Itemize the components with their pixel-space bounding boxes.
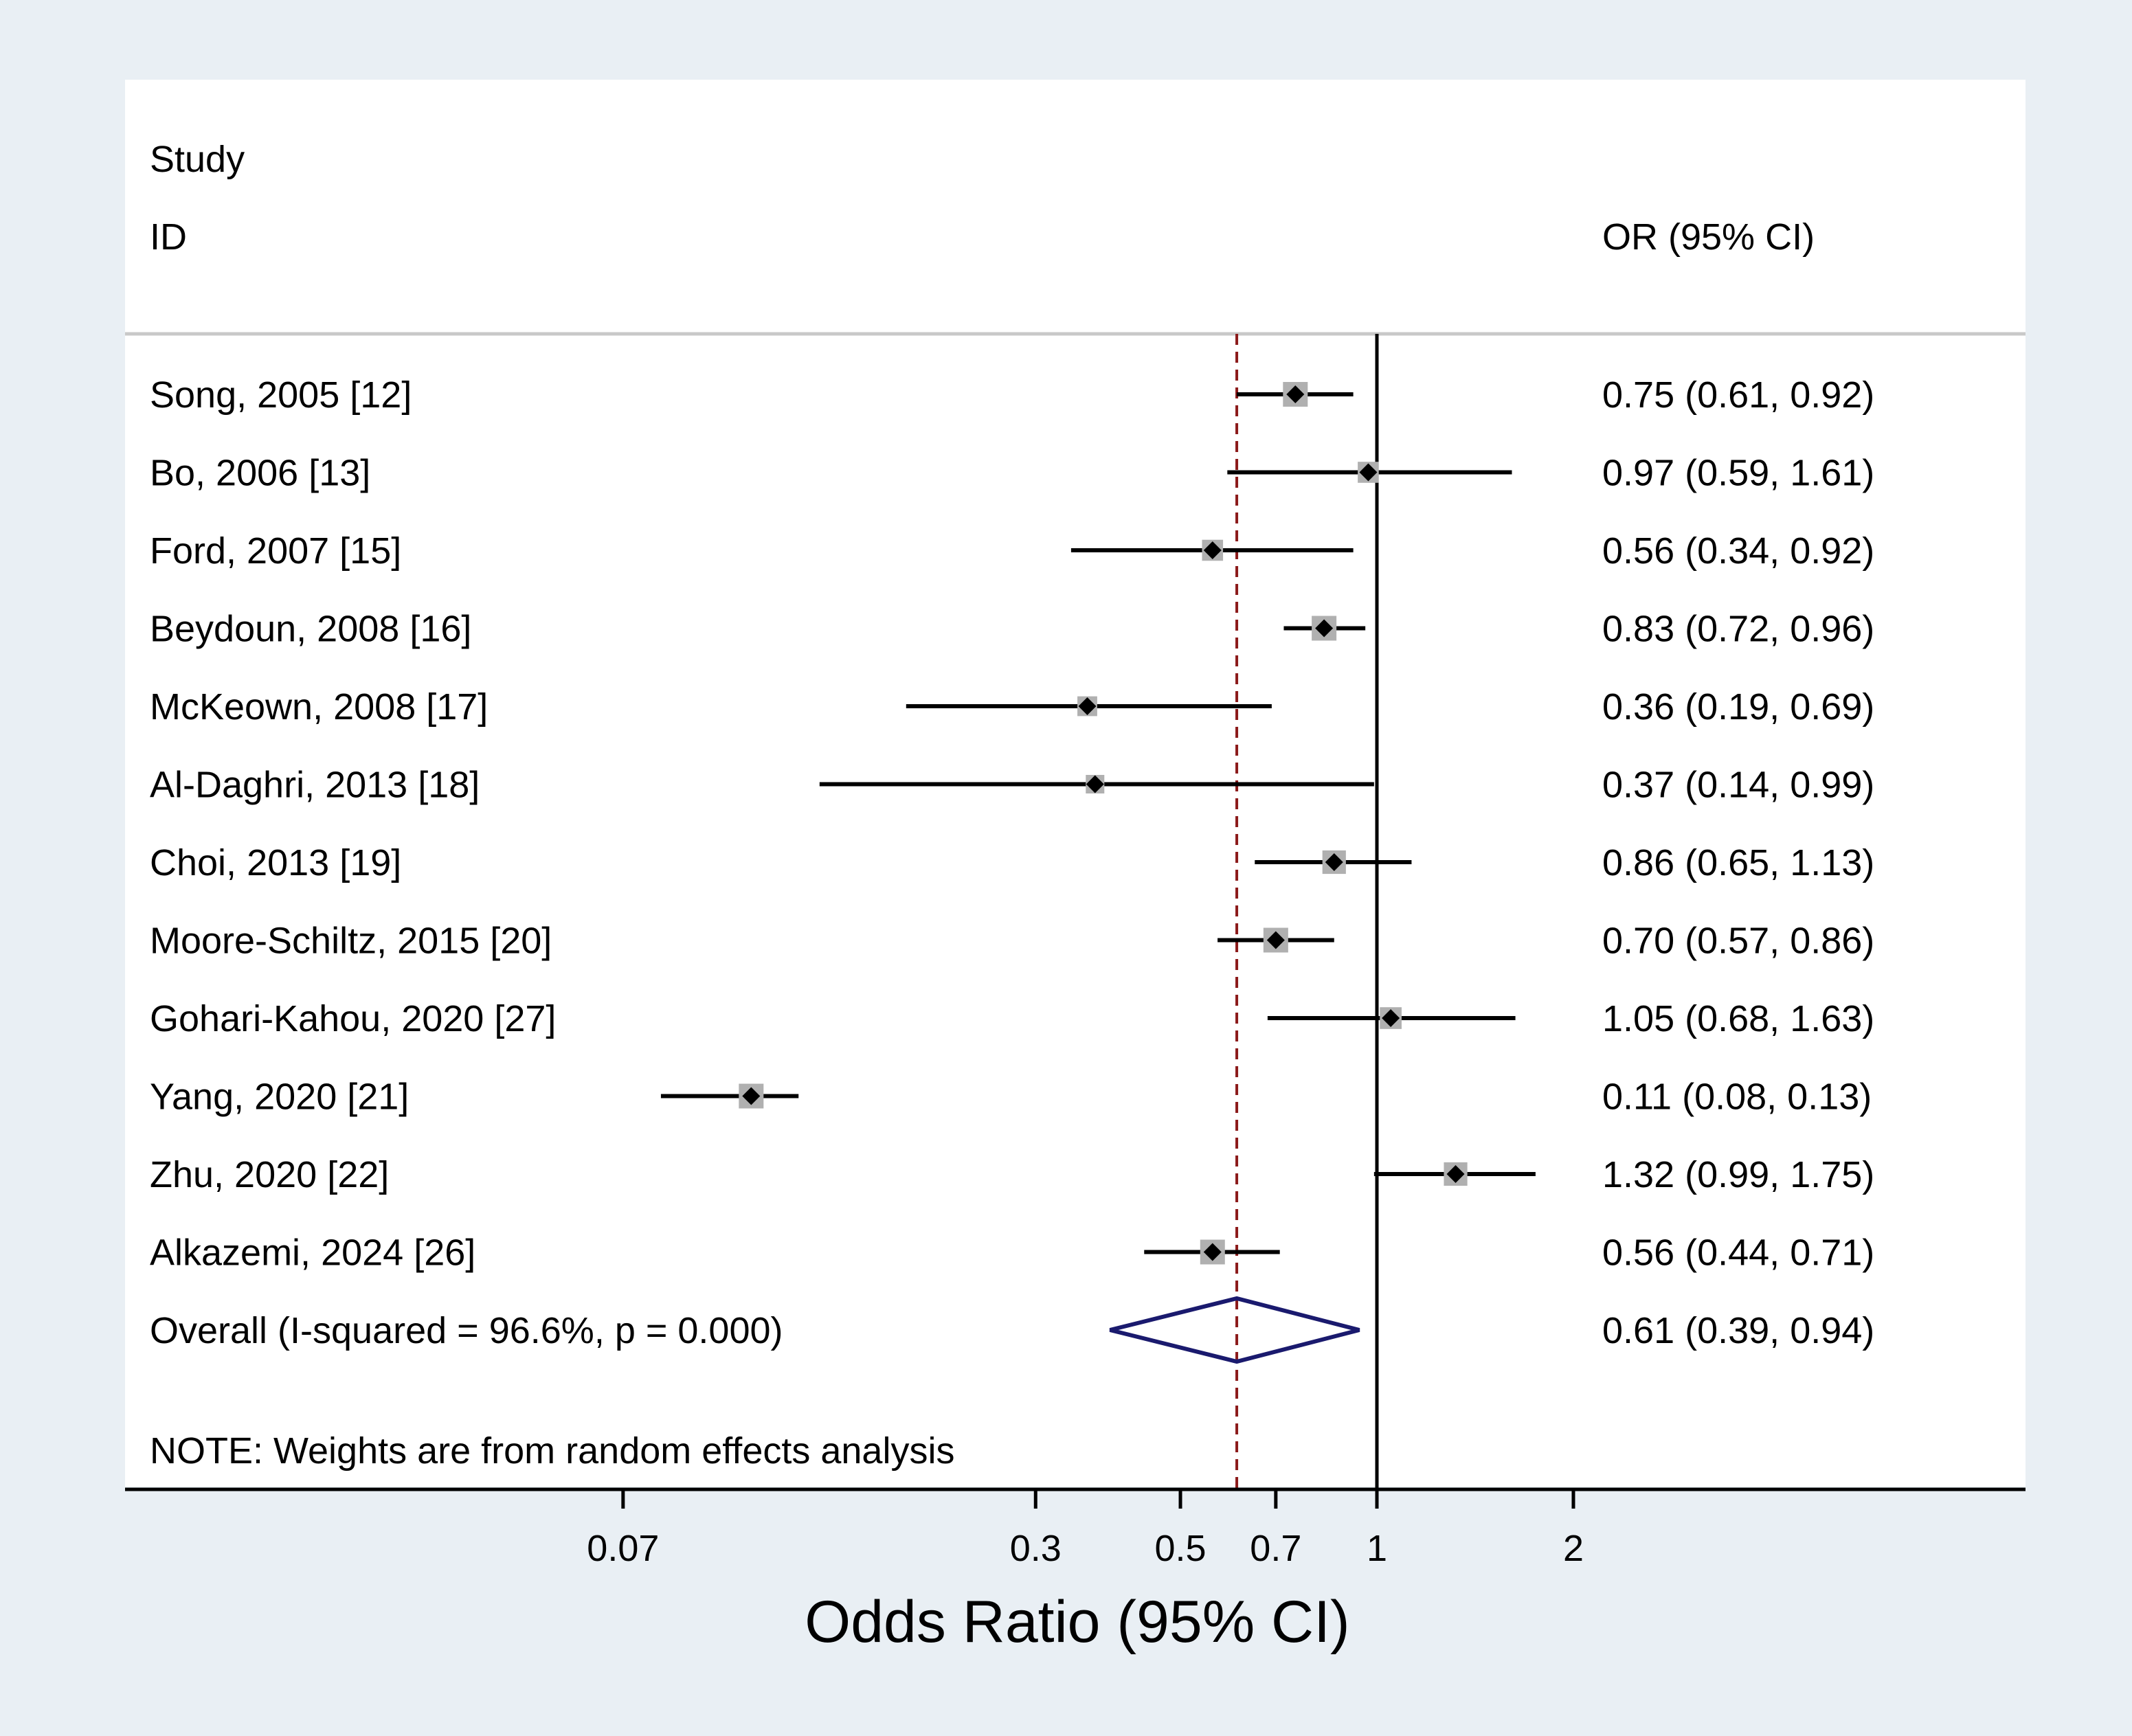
effect-value: 0.70 (0.57, 0.86)	[1602, 921, 1874, 962]
point-estimate	[1359, 463, 1378, 482]
header-effect: OR (95% CI)	[1602, 216, 1815, 258]
effect-value: 0.36 (0.19, 0.69)	[1602, 686, 1874, 728]
x-tick-label: 0.07	[587, 1528, 659, 1569]
x-tick-label: 1	[1367, 1528, 1387, 1569]
point-estimate	[1446, 1165, 1465, 1183]
point-estimate	[1203, 1243, 1222, 1261]
study-label: Beydoun, 2008 [16]	[150, 609, 471, 650]
point-estimate	[1203, 541, 1222, 559]
effect-value: 0.37 (0.14, 0.99)	[1602, 765, 1874, 806]
overall-diamond	[1109, 1296, 1360, 1364]
study-label: Bo, 2006 [13]	[150, 453, 370, 494]
point-estimate	[1286, 385, 1305, 403]
x-tick-label: 0.5	[1154, 1528, 1206, 1569]
x-axis-title: Odds Ratio (95% CI)	[805, 1589, 1349, 1655]
study-label: Gohari-Kahou, 2020 [27]	[150, 998, 556, 1039]
x-tick-label: 2	[1563, 1528, 1584, 1569]
point-estimate	[1078, 697, 1097, 715]
point-estimate	[1382, 1009, 1400, 1027]
study-label: McKeown, 2008 [17]	[150, 686, 488, 728]
effect-value: 0.97 (0.59, 1.61)	[1602, 453, 1874, 494]
effect-value: 0.86 (0.65, 1.13)	[1602, 842, 1874, 883]
effect-value: 0.83 (0.72, 0.96)	[1602, 609, 1874, 650]
point-estimate	[1266, 931, 1285, 949]
x-axis-ticks: 0.07 0.3 0.5 0.7 1 2	[587, 1489, 1584, 1569]
weights-note: NOTE: Weights are from random effects an…	[150, 1430, 954, 1472]
study-label: Zhu, 2020 [22]	[150, 1154, 389, 1195]
study-label: Ford, 2007 [15]	[150, 530, 401, 572]
effect-value: 1.05 (0.68, 1.63)	[1602, 998, 1874, 1039]
header-study: Study	[150, 139, 245, 180]
x-tick-label: 0.3	[1010, 1528, 1062, 1569]
point-estimate	[1325, 853, 1343, 871]
study-label: Moore-Schiltz, 2015 [20]	[150, 921, 552, 962]
study-rows: Song, 2005 [12] 0.75 (0.61, 0.92) Bo, 2006…	[150, 374, 1874, 1364]
effect-value: 0.75 (0.61, 0.92)	[1602, 374, 1874, 416]
effect-value: 0.11 (0.08, 0.13)	[1602, 1076, 1872, 1118]
overall-label: Overall (I-squared = 96.6%, p = 0.000)	[150, 1310, 783, 1351]
point-estimate	[1086, 775, 1104, 793]
point-estimate	[742, 1087, 761, 1105]
x-tick-label: 0.7	[1250, 1528, 1301, 1569]
effect-value: 0.56 (0.44, 0.71)	[1602, 1232, 1874, 1274]
point-estimate	[1315, 619, 1334, 638]
study-label: Al-Daghri, 2013 [18]	[150, 765, 480, 806]
study-label: Alkazemi, 2024 [26]	[150, 1232, 475, 1274]
study-label: Song, 2005 [12]	[150, 374, 412, 416]
study-label: Choi, 2013 [19]	[150, 842, 401, 883]
effect-value: 1.32 (0.99, 1.75)	[1602, 1154, 1874, 1195]
header-id: ID	[150, 216, 187, 258]
overall-effect-value: 0.61 (0.39, 0.94)	[1602, 1310, 1874, 1351]
effect-value: 0.56 (0.34, 0.92)	[1602, 530, 1874, 572]
study-label: Yang, 2020 [21]	[150, 1076, 409, 1118]
